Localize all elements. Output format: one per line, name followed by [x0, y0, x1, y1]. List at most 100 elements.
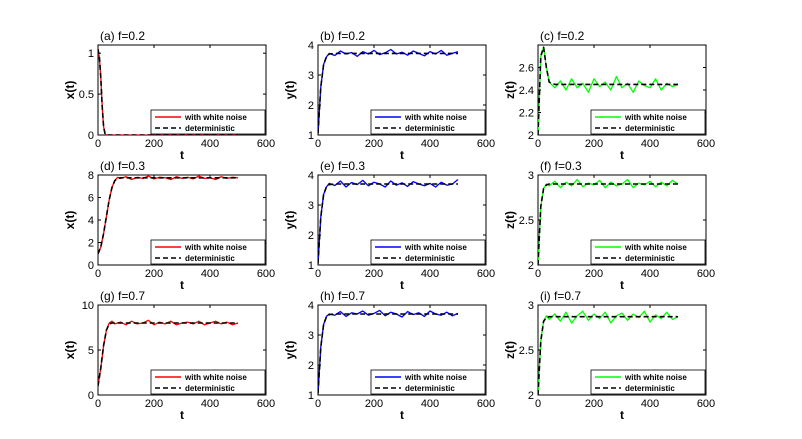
legend: with white noise deterministic	[150, 239, 266, 265]
x-tick-label: 0	[535, 268, 541, 280]
x-tick-label: 600	[697, 398, 715, 410]
legend-label: deterministic	[405, 384, 455, 393]
legend-label: deterministic	[625, 254, 675, 263]
panel-f: 0 200 400 600 2 2.5 3 t z(t) (f) f=0.3 with white …	[503, 159, 715, 292]
x-tick-label: 200	[365, 268, 383, 280]
legend-label: deterministic	[405, 254, 455, 263]
y-tick-label: 2.2	[519, 108, 534, 120]
x-tick-label: 200	[145, 268, 163, 280]
panel-a: 0 200 400 600 0 0.5 1 t x(t) (a) f=0.2 with white …	[63, 29, 275, 162]
series-line-deterministic	[98, 177, 238, 255]
series-group	[98, 175, 239, 255]
x-axis-label: t	[400, 148, 404, 162]
x-tick-label: 600	[477, 398, 495, 410]
y-tick-label: 3	[528, 170, 534, 182]
panel-e: 0 200 400 600 1 2 3 4 t y(t) (e) f=0.3 with white n…	[283, 159, 495, 292]
y-axis-label: x(t)	[63, 211, 77, 230]
y-tick-label: 0.5	[79, 89, 94, 101]
panel-title: (e) f=0.3	[320, 159, 365, 173]
y-tick-label: 4	[88, 215, 94, 227]
legend-box	[590, 369, 706, 395]
y-axis-label: z(t)	[503, 341, 517, 359]
legend-label: deterministic	[185, 254, 235, 263]
x-tick-label: 0	[535, 138, 541, 150]
legend: with white noise deterministic	[370, 109, 486, 135]
x-tick-label: 400	[201, 398, 219, 410]
x-tick-label: 400	[201, 268, 219, 280]
x-tick-label: 400	[641, 398, 659, 410]
legend-label: with white noise	[404, 373, 467, 382]
y-axis-label: x(t)	[63, 341, 77, 360]
y-axis-label: y(t)	[283, 211, 297, 230]
y-tick-label: 2.5	[519, 215, 534, 227]
y-tick-label: 4	[308, 40, 314, 52]
legend: with white noise deterministic	[370, 369, 486, 395]
legend-label: with white noise	[404, 243, 467, 252]
x-tick-label: 600	[257, 138, 275, 150]
y-tick-label: 2	[88, 238, 94, 250]
y-tick-label: 2	[528, 130, 534, 142]
legend-box	[150, 109, 266, 135]
series-line-deterministic	[98, 322, 238, 387]
legend: with white noise deterministic	[370, 239, 486, 265]
x-tick-label: 200	[585, 138, 603, 150]
x-axis-label: t	[620, 408, 624, 422]
y-tick-label: 3	[308, 70, 314, 82]
series-group	[318, 178, 459, 264]
y-tick-label: 1	[308, 130, 314, 142]
y-tick-label: 1	[88, 48, 94, 60]
x-tick-label: 400	[641, 268, 659, 280]
legend: with white noise deterministic	[590, 369, 706, 395]
panel-title: (f) f=0.3	[540, 159, 582, 173]
legend-label: deterministic	[185, 124, 235, 133]
y-tick-label: 6	[88, 193, 94, 205]
x-tick-label: 600	[477, 268, 495, 280]
y-axis-label: z(t)	[503, 211, 517, 229]
x-tick-label: 200	[365, 138, 383, 150]
legend-box	[370, 109, 486, 135]
series-group	[318, 48, 459, 134]
panel-title: (a) f=0.2	[100, 29, 145, 43]
y-tick-label: 2	[308, 230, 314, 242]
legend-label: deterministic	[405, 124, 455, 133]
x-tick-label: 600	[257, 268, 275, 280]
legend-box	[590, 239, 706, 265]
panel-b: 0 200 400 600 1 2 3 4 t y(t) (b) f=0.2 with white n…	[283, 29, 495, 162]
x-axis-label: t	[400, 278, 404, 292]
series-line-deterministic	[538, 183, 678, 265]
x-tick-label: 0	[315, 268, 321, 280]
series-group	[98, 48, 238, 135]
x-tick-label: 400	[641, 138, 659, 150]
x-axis-label: t	[620, 278, 624, 292]
x-tick-label: 0	[95, 138, 101, 150]
legend-box	[370, 369, 486, 395]
y-tick-label: 1	[308, 260, 314, 272]
legend-box	[150, 239, 266, 265]
y-tick-label: 0	[88, 390, 94, 402]
series-line-deterministic	[538, 46, 678, 135]
series-group	[538, 310, 679, 395]
legend: with white noise deterministic	[590, 109, 706, 135]
x-tick-label: 200	[585, 398, 603, 410]
x-tick-label: 600	[697, 138, 715, 150]
legend: with white noise deterministic	[150, 109, 266, 135]
y-tick-label: 1	[308, 390, 314, 402]
series-group	[98, 319, 239, 387]
legend-label: deterministic	[625, 384, 675, 393]
x-tick-label: 200	[365, 398, 383, 410]
panel-title: (b) f=0.2	[320, 29, 365, 43]
legend-label: deterministic	[625, 124, 675, 133]
y-tick-label: 3	[528, 300, 534, 312]
y-tick-label: 2	[308, 100, 314, 112]
panel-h: 0 200 400 600 1 2 3 4 t y(t) (h) f=0.7 with white n…	[283, 289, 495, 422]
legend-label: deterministic	[185, 384, 235, 393]
legend-box	[590, 109, 706, 135]
legend: with white noise deterministic	[590, 239, 706, 265]
y-tick-label: 2	[528, 260, 534, 272]
y-tick-label: 4	[308, 300, 314, 312]
y-tick-label: 10	[82, 300, 94, 312]
legend-box	[370, 239, 486, 265]
y-tick-label: 3	[308, 330, 314, 342]
legend-label: with white noise	[184, 113, 247, 122]
y-axis-label: x(t)	[63, 81, 77, 100]
